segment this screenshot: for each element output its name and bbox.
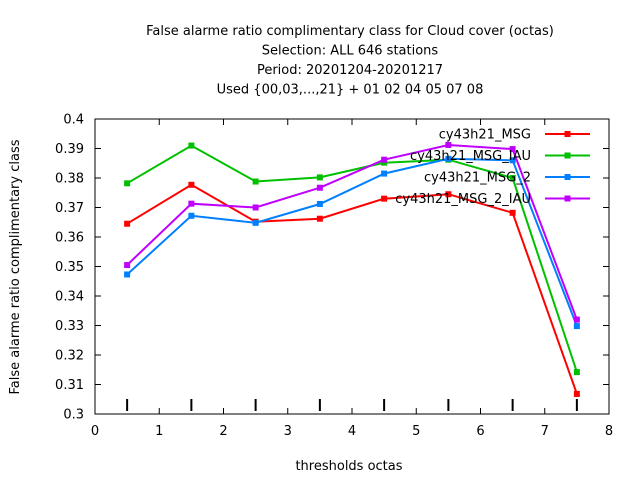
data-point [124,180,131,187]
data-point [445,155,452,162]
y-tick-label: 0.3 [63,408,84,423]
series-line [126,157,578,327]
y-axis-label: False alarme ratio complimentary class [8,139,23,394]
series-line [126,143,578,320]
series-2 [124,155,580,330]
legend-swatch-marker [564,131,571,137]
y-tick-label: 0.35 [55,260,84,275]
title-line-0: False alarme ratio complimentary class f… [146,24,554,39]
data-point [573,323,580,330]
data-point [124,271,131,278]
series-line [126,183,578,395]
y-tick-label: 0.37 [55,201,84,216]
x-tick-label: 5 [412,424,420,439]
x-tick-label: 2 [219,424,227,439]
y-tick-label: 0.39 [55,142,84,157]
x-tick-label: 8 [605,424,613,439]
data-point [188,142,195,149]
y-tick-label: 0.36 [55,231,84,246]
y-tick-label: 0.33 [55,319,84,334]
legend-label: cy43h21_MSG_2 [424,171,531,186]
x-tick-label: 6 [476,424,484,439]
data-point [509,209,516,216]
data-point [381,156,388,163]
data-point [252,219,259,226]
data-point [316,184,323,191]
series-lines [124,141,580,397]
data-point [509,157,516,164]
data-point [188,200,195,207]
y-axis: 0.3 0.31 0.32 0.33 0.34 0.35 0.36 0.37 0.38 0.39 0… [55,113,609,423]
title-line-2: Period: 20201204-20201217 [257,63,443,78]
data-point [509,175,516,181]
data-point [316,200,323,207]
data-point [573,390,580,397]
legend-swatch-marker [564,195,571,202]
x-axis: 0 1 2 3 4 5 6 7 8 [91,119,613,439]
chart-title: False alarme ratio complimentary class f… [146,24,554,98]
data-point [124,262,131,269]
series-3 [124,141,580,323]
data-point [509,146,516,153]
legend-label: cy43h21_MSG [439,128,531,143]
x-axis-label: thresholds octas [295,459,402,474]
data-point [316,215,323,222]
data-point [381,170,388,177]
x-tick-label: 3 [284,424,292,439]
title-line-1: Selection: ALL 646 stations [262,44,439,59]
y-tick-label: 0.38 [55,172,84,187]
y-tick-label: 0.31 [55,378,84,393]
data-point [573,369,580,376]
legend-swatch-marker [564,174,571,180]
legend-label: cy43h21_MSG_IAU [410,149,531,164]
data-point [124,220,131,227]
x-tick-label: 0 [91,424,99,439]
data-point [252,178,259,185]
data-point [381,195,388,202]
data-point [252,204,259,211]
y-tick-label: 0.32 [55,349,84,364]
title-line-3: Used {00,03,...,21} + 01 02 04 05 07 08 [217,83,484,98]
series-line [126,144,578,373]
legend-label: cy43h21_MSG_2_IAU [395,192,531,207]
x-tick-label: 1 [155,424,163,439]
legend-swatch-marker [564,152,571,159]
legend: cy43h21_MSG cy43h21_MSG_IAU cy43h21_MSG_2c… [395,128,590,207]
y-tick-label: 0.4 [63,113,84,128]
data-point [188,212,195,219]
data-point [445,141,452,148]
y-tick-label: 0.34 [55,290,84,305]
data-point [573,316,580,323]
data-point [445,191,452,198]
x-tick-label: 7 [541,424,549,439]
data-point [316,174,323,181]
x-tick-label: 4 [348,424,356,439]
data-point [188,181,195,188]
